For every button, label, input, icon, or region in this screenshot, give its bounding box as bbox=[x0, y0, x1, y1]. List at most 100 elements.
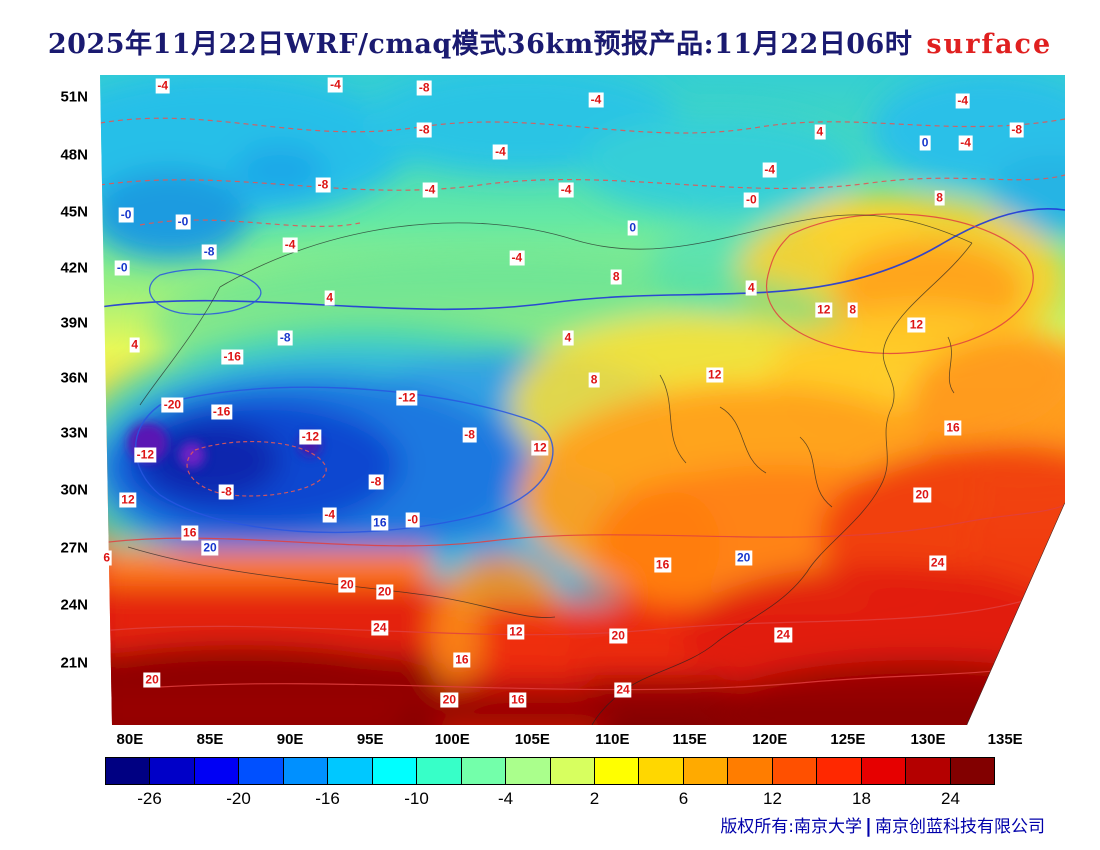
colorbar-tick-label: -4 bbox=[497, 789, 514, 808]
contour-label: 12 bbox=[706, 367, 724, 383]
colorbar-cell bbox=[772, 758, 818, 784]
contour-label: 12 bbox=[815, 302, 833, 318]
lon-tick-label: 90E bbox=[276, 731, 304, 748]
lat-tick-label: 51N bbox=[60, 88, 88, 106]
contour-label: 12 bbox=[507, 624, 525, 640]
lon-tick-label: 120E bbox=[752, 731, 788, 748]
colorbar-cell bbox=[239, 758, 284, 784]
lat-tick-label: 48N bbox=[60, 146, 88, 164]
copyright-company: 南京创蓝科技有限公司 bbox=[875, 817, 1045, 837]
contour-label: -0 bbox=[744, 192, 759, 208]
lat-tick-label: 27N bbox=[60, 539, 88, 557]
contour-label: -4 bbox=[282, 237, 298, 253]
contour-label: -0 bbox=[175, 214, 191, 230]
lon-tick-label: 85E bbox=[196, 731, 224, 748]
colorbar-cell bbox=[506, 758, 551, 784]
contour-label: 16 bbox=[653, 557, 672, 573]
colorbar-tick-label: -10 bbox=[404, 789, 429, 808]
contour-label: 20 bbox=[201, 540, 219, 556]
contour-label: -8 bbox=[219, 484, 234, 500]
contour-label: -0 bbox=[405, 512, 420, 528]
contour-label: 20 bbox=[375, 584, 394, 600]
colorbar-cell bbox=[683, 758, 729, 784]
contour-label: 24 bbox=[774, 627, 792, 643]
colorbar-cell bbox=[594, 758, 640, 784]
contour-label: 16 bbox=[371, 515, 389, 531]
contour-label: 4 bbox=[746, 280, 757, 296]
lat-tick-label: 45N bbox=[60, 203, 88, 221]
colorbar-tick-label: -26 bbox=[137, 789, 162, 808]
contour-label: -4 bbox=[762, 162, 778, 178]
contour-labels: -4 -4 -8 -4 -4 -8 -8 4 0 -4 -4 -4 -8 -4 -4 -0 8 -0 -0 -4 -8-… bbox=[100, 75, 1065, 725]
colorbar-cell bbox=[106, 758, 151, 784]
contour-label: -0 bbox=[114, 260, 130, 276]
contour-label: 8 bbox=[847, 302, 859, 318]
contour-label: 0 bbox=[627, 220, 639, 236]
map-edge-line bbox=[966, 502, 1065, 725]
colorbar-cell bbox=[817, 758, 862, 784]
contour-label: 24 bbox=[614, 682, 632, 698]
lat-tick-label: 24N bbox=[60, 596, 88, 614]
contour-label: 16 bbox=[509, 692, 527, 708]
colorbar-tick-label: -16 bbox=[315, 789, 340, 808]
contour-label: 8 bbox=[934, 190, 945, 206]
contour-label: 20 bbox=[734, 550, 753, 566]
contour-label: 6 bbox=[101, 550, 113, 566]
lon-tick-label: 80E bbox=[116, 731, 144, 748]
lon-tick-label: 105E bbox=[514, 731, 550, 748]
colorbar-tick-label: 12 bbox=[763, 789, 782, 808]
lat-tick-label: 36N bbox=[60, 369, 88, 387]
temperature-map: -4 -4 -8 -4 -4 -8 -8 4 0 -4 -4 -4 -8 -4 -4 -0 8 -0 -0 -4 -8-… bbox=[100, 75, 1065, 725]
lat-tick-label: 21N bbox=[60, 654, 88, 672]
contour-label: -8 bbox=[416, 122, 432, 138]
colorbar-cell bbox=[550, 758, 595, 784]
contour-label: 16 bbox=[453, 652, 471, 668]
contour-label: 8 bbox=[610, 269, 622, 285]
colorbar-tick-label: 24 bbox=[941, 789, 960, 808]
colorbar-cell bbox=[950, 758, 995, 784]
contour-label: 4 bbox=[814, 124, 826, 140]
lon-axis: 80E 85E 90E 95E 100E 105E 110E 115E 120E 125E 130E… bbox=[100, 731, 1065, 753]
contour-label: -4 bbox=[155, 78, 171, 94]
colorbar-ticks: -26 -20 -16 -10 -4 2 6 12 18 24 bbox=[105, 789, 995, 811]
forecast-title-surface: surface bbox=[926, 29, 1053, 60]
contour-label: -16 bbox=[210, 404, 233, 420]
colorbar-cell bbox=[417, 758, 462, 784]
colorbar-cell bbox=[639, 758, 684, 784]
contour-label: -4 bbox=[422, 182, 438, 198]
contour-label: -0 bbox=[118, 207, 134, 223]
contour-label: 4 bbox=[324, 290, 335, 306]
contour-label: -12 bbox=[396, 390, 418, 406]
contour-label: -4 bbox=[328, 77, 343, 93]
contour-label: 12 bbox=[907, 317, 926, 333]
copyright-owner: 版权所有:南京大学 bbox=[720, 817, 863, 837]
lon-tick-label: 125E bbox=[830, 731, 866, 748]
contour-label: -8 bbox=[201, 244, 217, 260]
colorbar-cell bbox=[283, 758, 329, 784]
colorbar-cell bbox=[328, 758, 373, 784]
colorbar-cell bbox=[372, 758, 418, 784]
contour-label: 12 bbox=[531, 440, 549, 456]
contour-label: 16 bbox=[181, 525, 199, 541]
contour-label: 4 bbox=[129, 337, 141, 353]
colorbar-cell bbox=[906, 758, 951, 784]
contour-label: 0 bbox=[919, 135, 931, 151]
contour-label: -4 bbox=[588, 92, 604, 108]
contour-label: -16 bbox=[221, 349, 243, 365]
contour-label: -8 bbox=[462, 427, 477, 443]
colorbar-cell bbox=[861, 758, 907, 784]
lon-tick-label: 115E bbox=[672, 731, 707, 748]
contour-label: 20 bbox=[609, 628, 627, 644]
contour-label: -20 bbox=[161, 397, 184, 413]
contour-label: 20 bbox=[913, 487, 931, 503]
contour-label: -4 bbox=[955, 93, 971, 109]
lon-tick-label: 130E bbox=[910, 731, 946, 748]
contour-label: 12 bbox=[119, 492, 137, 508]
contour-label: -8 bbox=[315, 177, 331, 193]
colorbar-cell bbox=[194, 758, 240, 784]
lat-tick-label: 42N bbox=[60, 259, 88, 277]
contour-label: 16 bbox=[944, 420, 962, 436]
copyright-text: 版权所有:南京大学 | 南京创蓝科技有限公司 bbox=[720, 812, 1045, 837]
contour-label: 4 bbox=[562, 330, 574, 346]
colorbar-cell bbox=[461, 758, 507, 784]
